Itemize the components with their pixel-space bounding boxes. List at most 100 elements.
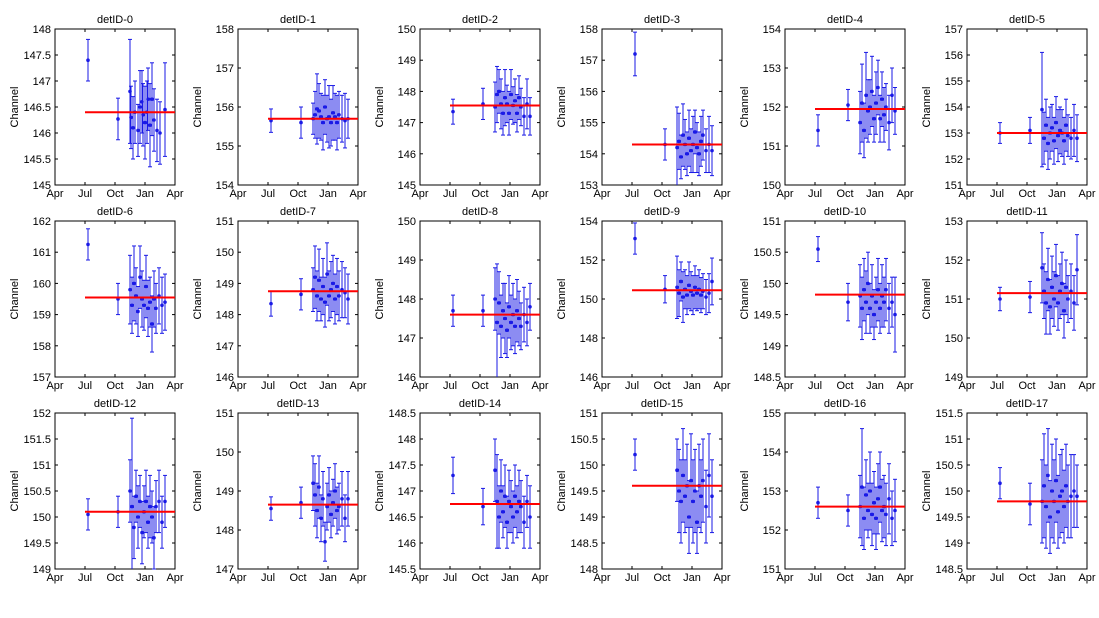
y-tick-label: 156: [580, 86, 598, 98]
data-point: [858, 90, 862, 155]
marker: [868, 306, 872, 311]
data-point: [677, 112, 681, 170]
marker: [501, 510, 505, 514]
x-tick-label: Jul: [990, 380, 1004, 392]
data-point: [862, 102, 866, 159]
data-point: [150, 62, 154, 137]
data-point: [515, 279, 519, 343]
x-tick-label: Oct: [653, 188, 670, 200]
marker: [707, 291, 711, 295]
x-tick-label: Apr: [46, 380, 63, 392]
data-point: [136, 485, 140, 549]
subplot-detID-8: detID-8 Channel 146 147 148 149 150 Apr Jul Oct Ja…: [374, 206, 549, 392]
data-point: [321, 94, 325, 151]
data-point: [866, 79, 870, 143]
marker: [299, 292, 303, 297]
plot-frame: [601, 220, 723, 378]
marker: [152, 536, 156, 540]
data-point: [481, 87, 485, 120]
marker: [1048, 515, 1052, 519]
marker: [319, 516, 323, 521]
y-tick-label: 145.5: [23, 154, 51, 166]
marker: [269, 506, 273, 511]
y-tick-label: 151: [33, 460, 51, 472]
marker: [1062, 308, 1066, 313]
x-tick-label: Apr: [958, 572, 975, 584]
y-tick-label: 148.5: [935, 564, 963, 576]
marker: [163, 107, 167, 112]
marker: [689, 478, 693, 483]
data-point: [699, 459, 703, 534]
marker: [333, 114, 337, 119]
data-point: [890, 276, 894, 328]
marker: [695, 291, 699, 295]
y-tick-label: 149: [580, 512, 598, 524]
data-point: [525, 298, 529, 347]
marker: [687, 136, 691, 140]
data-point: [517, 469, 521, 534]
marker: [887, 120, 891, 125]
y-tick-label: 147: [398, 333, 416, 345]
y-tick-label: 149.5: [935, 512, 963, 524]
data-point: [325, 242, 329, 306]
data-point: [1066, 114, 1070, 157]
marker: [704, 295, 708, 299]
data-point: [704, 279, 708, 316]
subplot-detID-12: detID-12 Channel 149 149.5 150 150.5 151 151.5 1…: [9, 398, 184, 584]
marker: [142, 303, 146, 308]
data-point: [1040, 51, 1044, 168]
plot-frame: [966, 412, 1088, 570]
marker: [710, 494, 714, 499]
marker: [699, 293, 703, 297]
data-point: [152, 270, 156, 328]
data-point: [689, 433, 693, 528]
data-point: [862, 257, 866, 322]
data-point: [528, 485, 532, 549]
x-tick-label: Oct: [836, 188, 853, 200]
marker: [136, 309, 140, 314]
y-tick-label: 150: [580, 294, 598, 306]
marker: [681, 133, 685, 137]
marker: [1075, 494, 1079, 499]
data-point: [317, 248, 321, 312]
data-point: [329, 98, 333, 147]
marker: [876, 85, 880, 90]
data-point: [872, 471, 876, 535]
marker: [517, 95, 521, 100]
y-axis-label: Channel: [192, 279, 204, 320]
data-point: [1042, 111, 1046, 165]
y-axis-label: Channel: [374, 279, 386, 320]
data-point: [513, 78, 517, 124]
data-point: [710, 257, 714, 306]
marker: [509, 320, 513, 325]
y-tick-label: 146: [216, 372, 234, 384]
x-tick-label: Apr: [229, 572, 246, 584]
marker: [1058, 128, 1062, 133]
subplot-title: detID-12: [94, 398, 136, 410]
marker: [140, 530, 144, 535]
marker: [495, 320, 499, 325]
data-point: [816, 114, 820, 147]
marker: [150, 322, 154, 326]
y-axis-label: Channel: [739, 87, 751, 128]
data-point: [499, 294, 503, 358]
data-point: [163, 62, 167, 157]
data-point: [679, 261, 683, 302]
data-point: [868, 79, 872, 135]
marker: [136, 515, 140, 519]
marker: [507, 499, 511, 504]
data-point: [528, 97, 532, 136]
data-point: [315, 270, 319, 322]
marker: [878, 485, 882, 489]
data-point: [1054, 438, 1058, 523]
marker: [315, 508, 319, 513]
data-point: [333, 273, 337, 325]
data-point: [327, 467, 331, 523]
data-point: [160, 276, 164, 334]
x-tick-label: Jan: [866, 188, 884, 200]
data-point: [163, 273, 167, 331]
data-point: [704, 128, 708, 174]
x-tick-label: Apr: [531, 572, 548, 584]
data-point: [887, 463, 891, 535]
marker: [677, 139, 681, 144]
